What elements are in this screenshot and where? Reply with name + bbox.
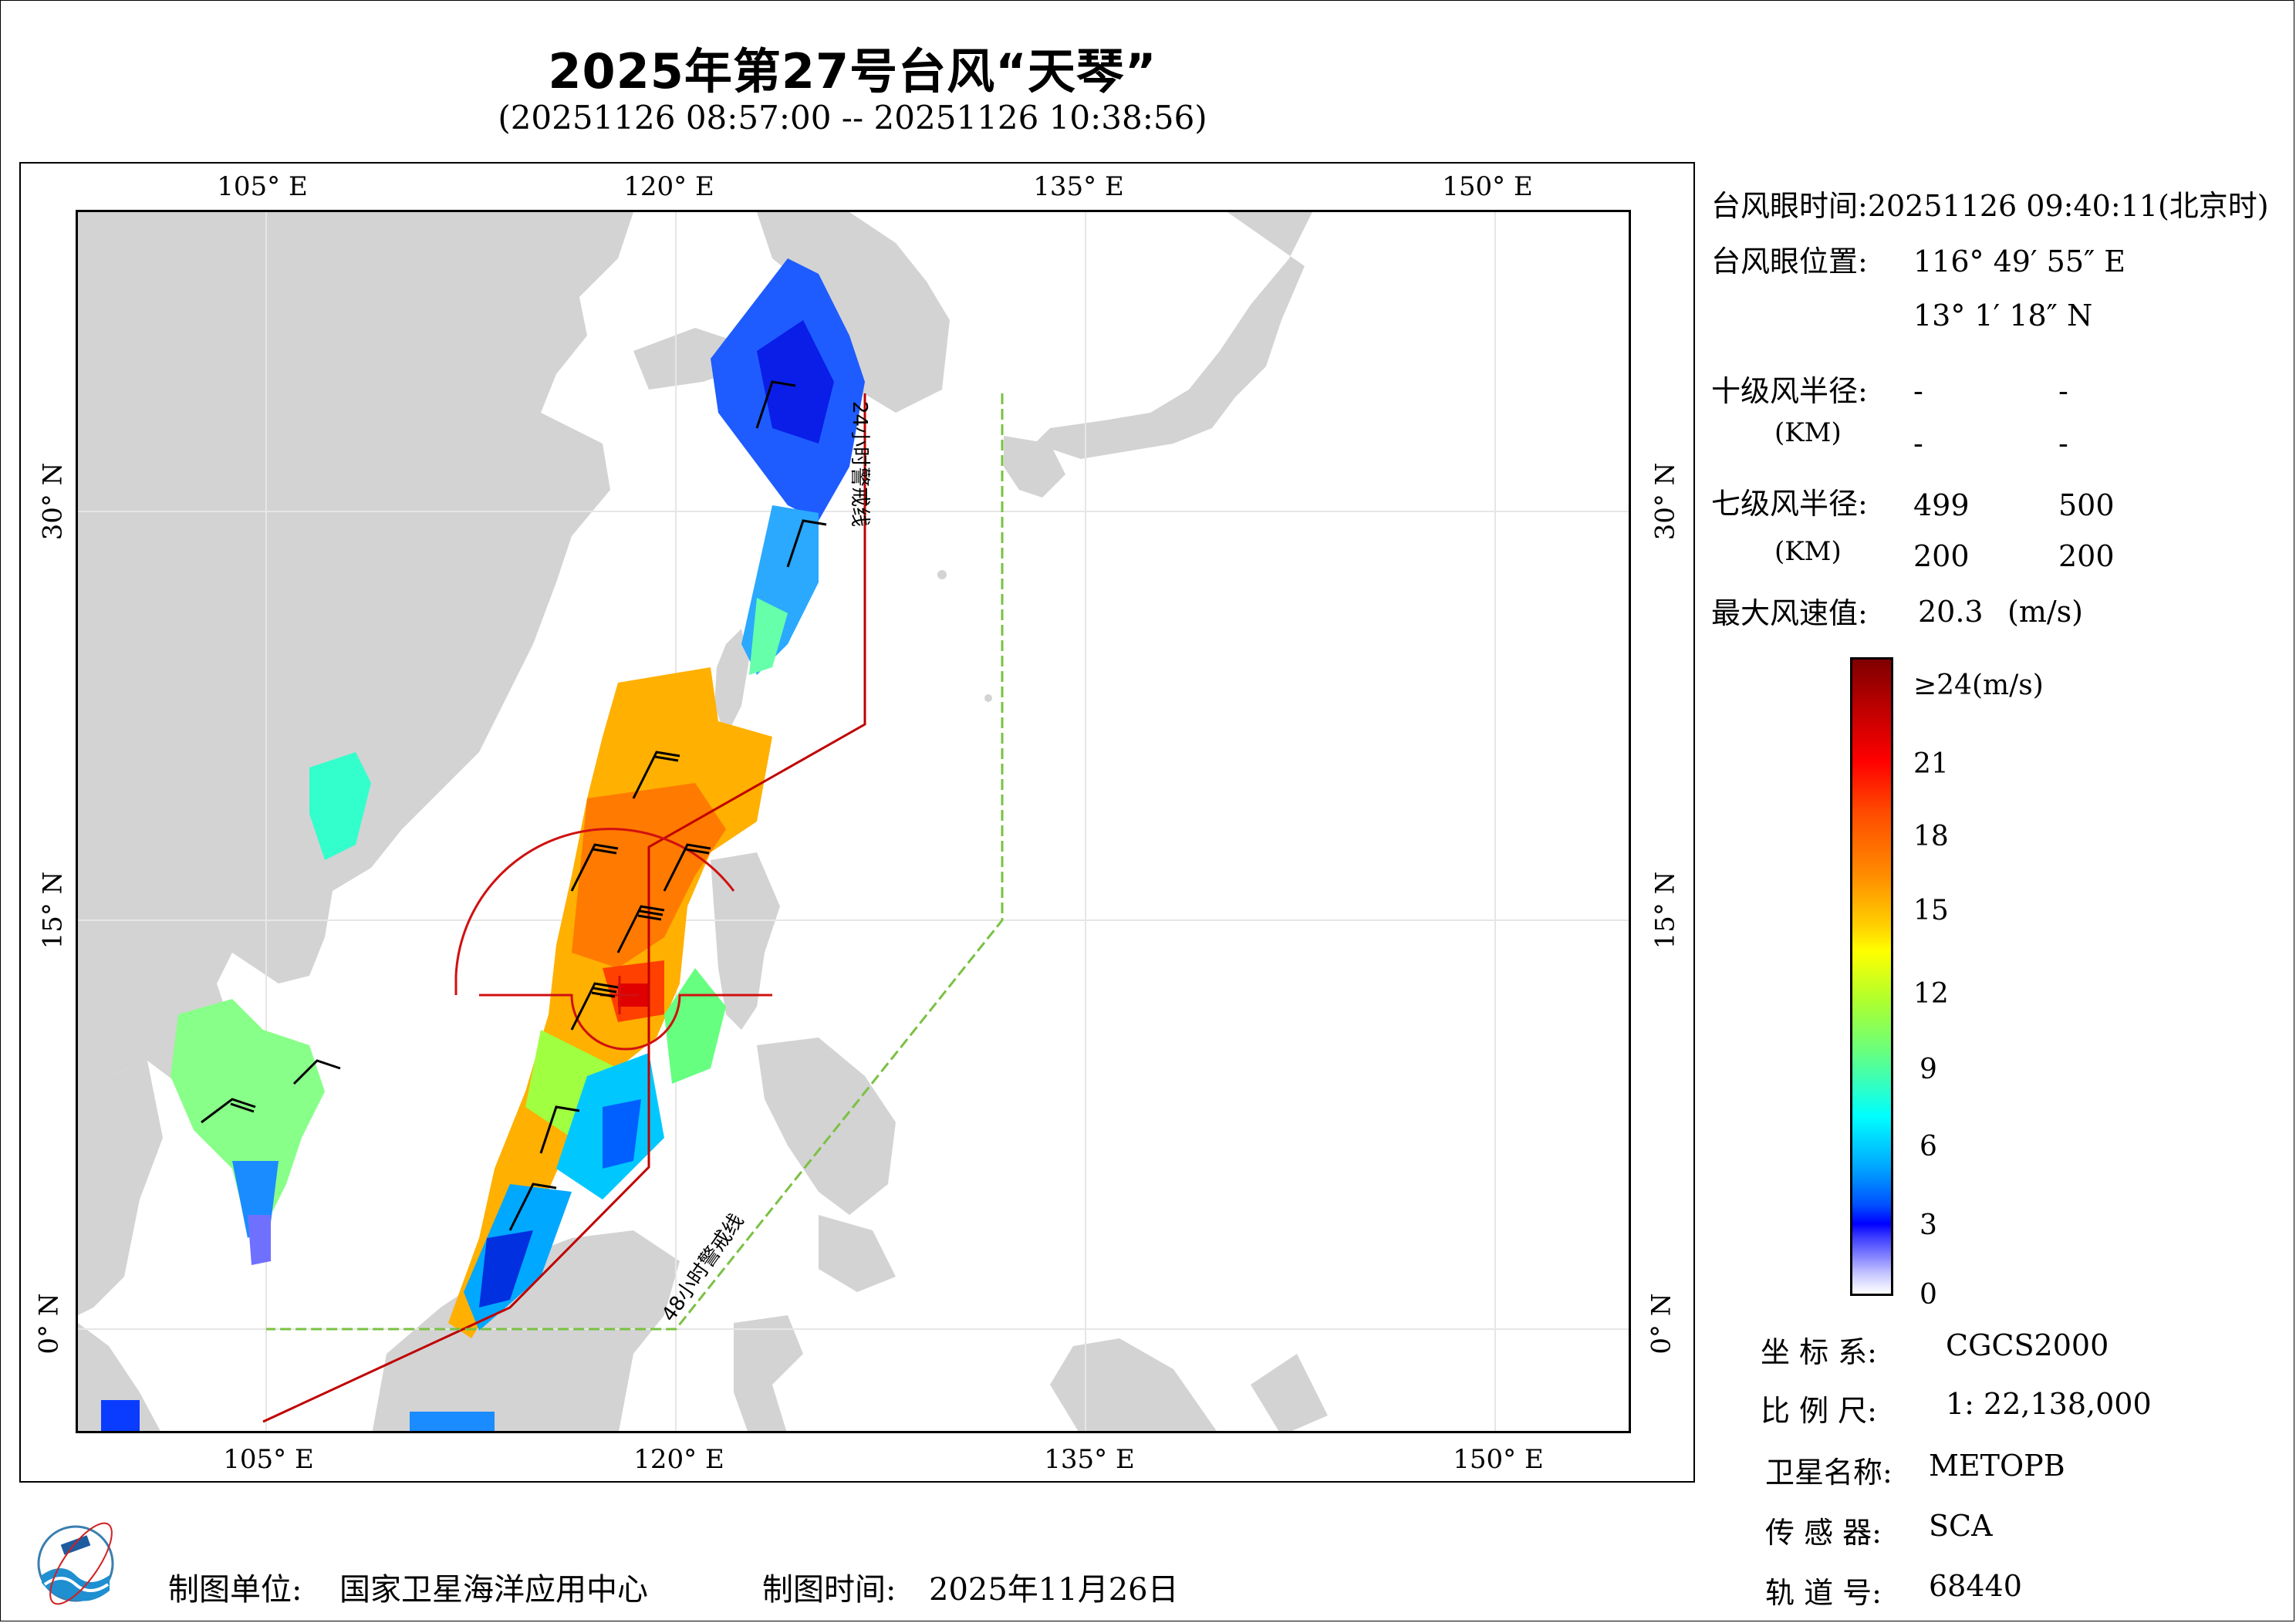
lon-label-top-120: 120° E — [623, 171, 714, 202]
warning-line-48h — [266, 393, 1004, 1331]
scale-value: 1: 22,138,000 — [1946, 1387, 2152, 1421]
lat-label-right-0: 0° N — [1646, 1293, 1677, 1355]
sensor-value: SCA — [1929, 1509, 1993, 1543]
crs-label: 坐 标 系: — [1761, 1335, 1877, 1369]
sensor-label: 传 感 器: — [1765, 1516, 1882, 1550]
wind-field-map: 24小时警戒线 48小时警戒线 — [76, 210, 1631, 1433]
colorbar-tick-3: 3 — [1920, 1210, 1937, 1241]
lon-label-top-135: 135° E — [1033, 171, 1124, 202]
colorbar-tick-21: 21 — [1913, 748, 1949, 780]
date-label: 制图时间: — [762, 1572, 896, 1608]
eye-position-label: 台风眼位置: — [1711, 245, 1868, 278]
graticule — [78, 212, 1629, 1431]
map-title: 2025年第27号台风“天琴” — [548, 43, 1157, 100]
colorbar-tick-15: 15 — [1913, 895, 1949, 926]
lat-label-left-0: 0° N — [33, 1293, 65, 1355]
lon-label-bottom-105: 105° E — [223, 1444, 314, 1475]
r7-value-se: 500 — [2058, 488, 2115, 522]
colorbar-tick-0: 0 — [1920, 1279, 1937, 1311]
r10-value-ne: - — [1913, 374, 1923, 408]
lat-label-right-15: 15° N — [1649, 871, 1681, 950]
lat-label-right-30: 30° N — [1649, 462, 1681, 541]
wind-barbs — [201, 380, 827, 1231]
lon-label-bottom-150: 150° E — [1453, 1444, 1544, 1475]
eye-latitude: 13° 1′ 18″ N — [1913, 299, 2093, 332]
r7-unit: (KM) — [1774, 536, 1842, 567]
r10-value-nw: - — [2058, 427, 2068, 461]
r10-label: 十级风半径: — [1711, 374, 1868, 408]
date-value: 2025年11月26日 — [929, 1572, 1179, 1608]
producer-value: 国家卫星海洋应用中心 — [339, 1572, 648, 1608]
observation-time-range: (20251126 08:57:00 -- 20251126 10:38:56) — [498, 99, 1207, 137]
scale-label: 比 例 尺: — [1761, 1394, 1877, 1428]
producer-label: 制图单位: — [168, 1572, 302, 1608]
eye-longitude: 116° 49′ 55″ E — [1913, 245, 2126, 278]
eye-time-value: 20251126 09:40:11(北京时) — [1867, 189, 2269, 223]
colorbar-tick-9: 9 — [1920, 1054, 1937, 1085]
max-wind-value: 20.3 — [1918, 595, 1984, 629]
r10-value-se: - — [2058, 374, 2068, 408]
map-canvas: 24小时警戒线 48小时警戒线 — [78, 212, 1629, 1431]
r7-value-ne: 499 — [1913, 488, 1970, 522]
colorbar-title: ≥24(m/s) — [1913, 670, 2044, 701]
map-frame — [19, 162, 1695, 1483]
satellite-label: 卫星名称: — [1765, 1456, 1893, 1490]
orbit-label: 轨 道 号: — [1765, 1576, 1882, 1610]
colorbar-tick-6: 6 — [1920, 1131, 1937, 1162]
crs-value: CGCS2000 — [1946, 1328, 2109, 1362]
lon-label-bottom-120: 120° E — [633, 1444, 724, 1475]
max-wind-label: 最大风速值: — [1711, 596, 1868, 630]
wind-speed-colorbar — [1850, 657, 1893, 1296]
warning-24h-label: 24小时警戒线 — [848, 401, 871, 527]
eye-time-row: 台风眼时间:20251126 09:40:11(北京时) — [1711, 191, 2269, 221]
lon-label-top-150: 150° E — [1442, 171, 1533, 202]
eye-time-label: 台风眼时间: — [1711, 189, 1868, 223]
satellite-value: METOPB — [1929, 1449, 2065, 1483]
r10-unit: (KM) — [1774, 417, 1842, 448]
max-wind-unit: (m/s) — [2007, 595, 2083, 629]
orbit-value: 68440 — [1929, 1569, 2022, 1603]
colorbar-tick-18: 18 — [1913, 821, 1949, 852]
lon-label-top-105: 105° E — [217, 171, 308, 202]
lon-label-bottom-135: 135° E — [1044, 1444, 1135, 1475]
r10-value-sw: - — [1913, 427, 1923, 461]
nsoas-logo-icon — [37, 1522, 114, 1605]
r7-value-sw: 200 — [1913, 539, 1970, 573]
r7-label: 七级风半径: — [1711, 487, 1868, 521]
lat-label-left-15: 15° N — [37, 871, 69, 950]
colorbar-tick-12: 12 — [1913, 978, 1949, 1010]
r7-value-nw: 200 — [2058, 539, 2115, 573]
warning-line-24h — [262, 393, 866, 1423]
lat-label-left-30: 30° N — [37, 462, 69, 541]
